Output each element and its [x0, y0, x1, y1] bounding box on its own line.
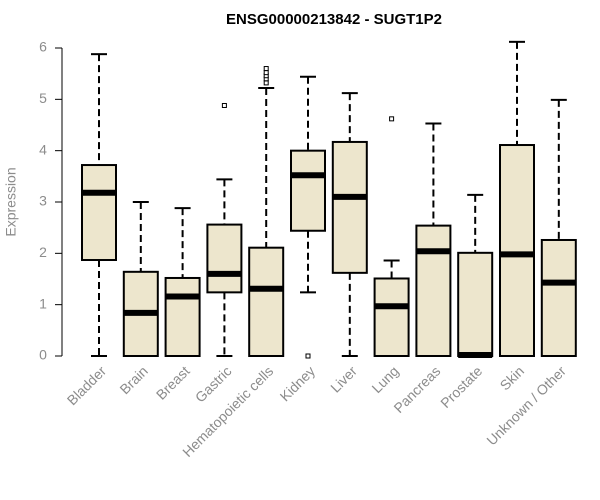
- outlier-point: [389, 116, 395, 122]
- chart-title: ENSG00000213842 - SUGT1P2: [226, 11, 442, 28]
- box-group: [122, 201, 159, 357]
- y-tick-label: 1: [39, 295, 47, 311]
- box-group: [373, 116, 410, 357]
- outlier-point: [221, 102, 227, 108]
- box-group: [331, 92, 368, 357]
- x-tick-label: Liver: [327, 363, 360, 396]
- box-iqr: [373, 277, 410, 357]
- box-iqr: [81, 164, 117, 262]
- y-tick-label: 6: [39, 39, 47, 55]
- box-group: [540, 98, 577, 357]
- box-group: [415, 122, 452, 357]
- y-axis-label: Expression: [3, 167, 19, 236]
- x-tick-label: Breast: [153, 363, 193, 403]
- y-tick-label: 3: [39, 193, 47, 209]
- box-iqr: [415, 224, 452, 357]
- box-group: [206, 102, 243, 357]
- outlier-point: [263, 80, 269, 86]
- x-tick-label: Brain: [116, 363, 150, 397]
- outlier-point: [263, 70, 269, 76]
- outlier-point: [263, 66, 269, 72]
- y-tick-label: 5: [39, 90, 47, 106]
- box-group: [457, 193, 494, 358]
- x-tick-label: Unknown / Other: [483, 363, 569, 449]
- box-iqr: [499, 144, 535, 357]
- x-tick-label: Bladder: [64, 363, 110, 409]
- box-iqr: [290, 149, 326, 232]
- y-axis: 0 1 2 3 4 5 6: [39, 39, 63, 363]
- box-iqr: [248, 246, 285, 357]
- box-group: [499, 40, 535, 357]
- box-group: [248, 66, 285, 357]
- box-iqr: [331, 140, 368, 274]
- box-iqr: [206, 223, 243, 294]
- y-tick-label: 0: [39, 347, 47, 363]
- box-iqr: [164, 276, 201, 357]
- box-group: [81, 53, 117, 357]
- box-group: [164, 207, 201, 357]
- x-tick-label: Prostate: [437, 363, 485, 411]
- box-iqr: [457, 251, 494, 358]
- outlier-point: [305, 353, 311, 359]
- x-tick-label: Skin: [497, 363, 528, 394]
- boxes-layer: [81, 40, 577, 359]
- x-tick-label: Kidney: [277, 363, 319, 405]
- box-group: [290, 75, 326, 359]
- x-tick-label: Lung: [368, 363, 401, 396]
- box-iqr: [540, 238, 577, 357]
- y-tick-label: 4: [39, 141, 47, 157]
- y-tick-label: 2: [39, 244, 47, 260]
